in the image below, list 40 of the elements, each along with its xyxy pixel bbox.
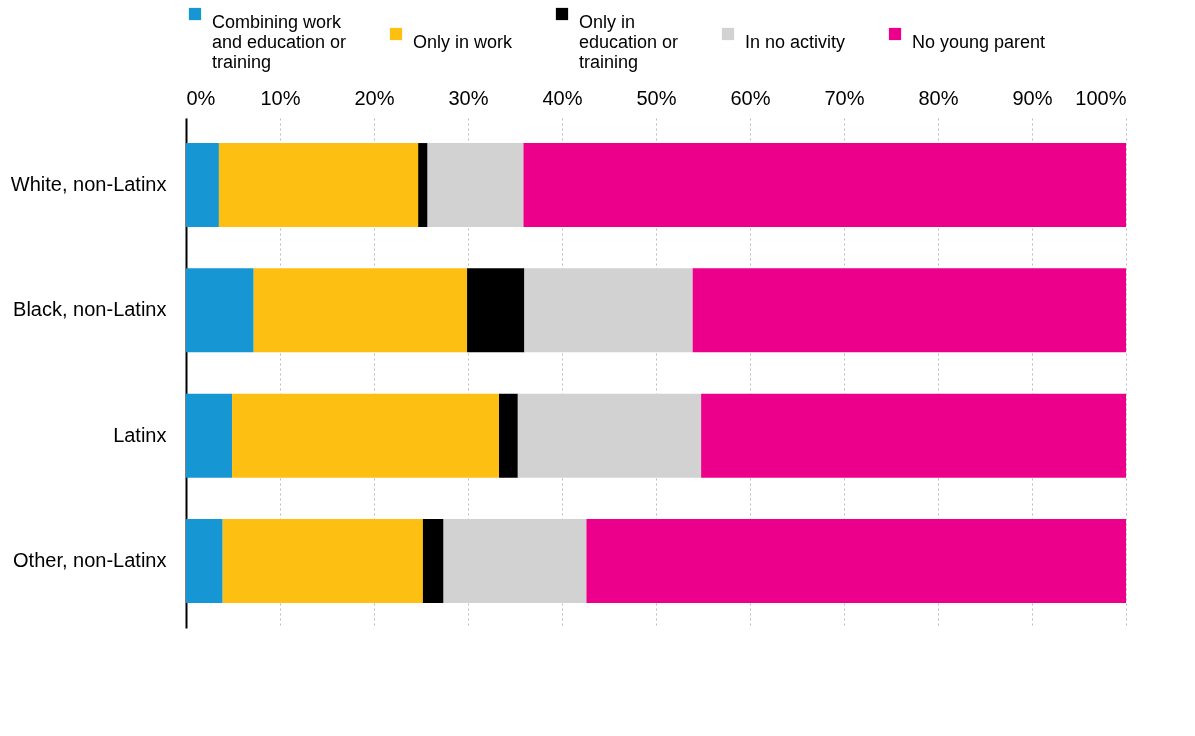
bar [427,143,524,228]
legend-label: Combining work and education or training [212,12,347,72]
bar [186,393,233,478]
bar [586,518,1126,603]
bar [222,518,423,603]
bar [692,268,1126,353]
x-tick-label: 10% [260,86,301,109]
bar [499,393,518,478]
bar [186,143,219,228]
legend-label: In no activity [745,32,846,52]
x-tick-label: 60% [730,86,771,109]
bar [186,268,254,353]
x-tick-label: 30% [448,86,489,109]
bar [218,143,419,228]
bar [524,268,693,353]
bar [467,268,525,353]
y-tick-label: White, non-Latinx [10,173,167,196]
x-tick-label: 40% [542,86,583,109]
legend-label: Only in education or training [579,12,679,72]
legend-label: Only in work [413,32,514,52]
x-tick-label: 80% [918,86,959,109]
bar [517,393,702,478]
x-tick-label: 70% [824,86,865,109]
y-tick-label: Black, non-Latinx [13,298,167,321]
y-tick-label: Latinx [113,423,167,446]
x-tick-label: 50% [636,86,677,109]
bar [523,143,1126,228]
bar [418,143,428,228]
bar [443,518,587,603]
legend-label: No young parent [912,32,1046,52]
bar [701,393,1126,478]
bar [232,393,500,478]
x-tick-label: 20% [354,86,395,109]
x-tick-label: 90% [1012,86,1053,109]
bar [422,518,444,603]
x-tick-label: 100% [1075,86,1127,109]
bar [253,268,468,353]
bar [186,518,223,603]
x-tick-label: 0% [186,86,216,109]
y-tick-label: Other, non-Latinx [13,548,167,571]
